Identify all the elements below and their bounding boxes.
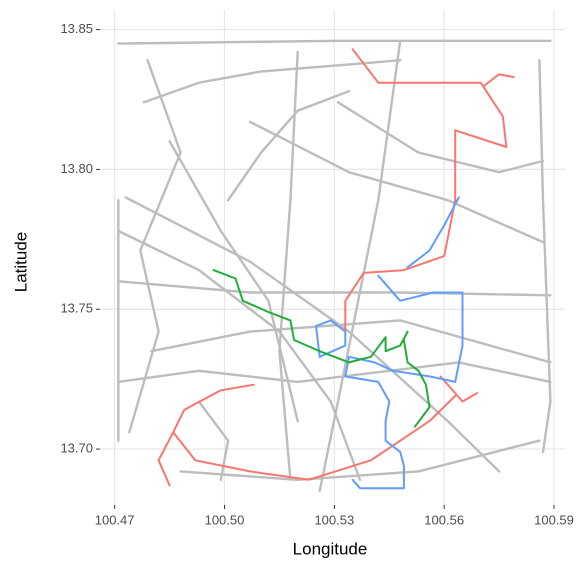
route-line — [117, 361, 552, 384]
y-axis-title: Latitude — [11, 232, 30, 293]
route-line — [157, 48, 515, 487]
route-line — [248, 120, 545, 244]
x-tick-label: 100.53 — [314, 512, 354, 527]
route-line — [212, 269, 431, 428]
y-tick-label: 13.70 — [60, 441, 93, 456]
route-line — [278, 50, 299, 481]
y-tick-label: 13.80 — [60, 161, 93, 176]
x-tick-label: 100.47 — [95, 512, 135, 527]
route-line — [336, 101, 545, 174]
route-line — [117, 39, 552, 45]
route-line — [117, 229, 362, 481]
y-tick-label: 13.85 — [60, 21, 93, 36]
route-line — [318, 39, 402, 493]
x-tick-label: 100.56 — [424, 512, 464, 527]
x-tick-label: 100.59 — [534, 512, 574, 527]
route-line — [226, 89, 351, 202]
route-line — [142, 59, 402, 104]
x-axis-title: Longitude — [293, 539, 368, 558]
route-line — [150, 319, 552, 364]
ticks: 13.70 13.75 13.80 13.85 100.47 100.50 100.53 10… — [60, 21, 573, 527]
route-line — [168, 140, 299, 423]
route-line — [124, 196, 501, 473]
route-line — [179, 439, 541, 481]
route-line — [538, 59, 552, 454]
route-line — [128, 59, 182, 434]
route-line — [117, 280, 552, 297]
y-tick-label: 13.75 — [60, 301, 93, 316]
plot-lines — [117, 39, 552, 493]
x-tick-label: 100.50 — [205, 512, 245, 527]
